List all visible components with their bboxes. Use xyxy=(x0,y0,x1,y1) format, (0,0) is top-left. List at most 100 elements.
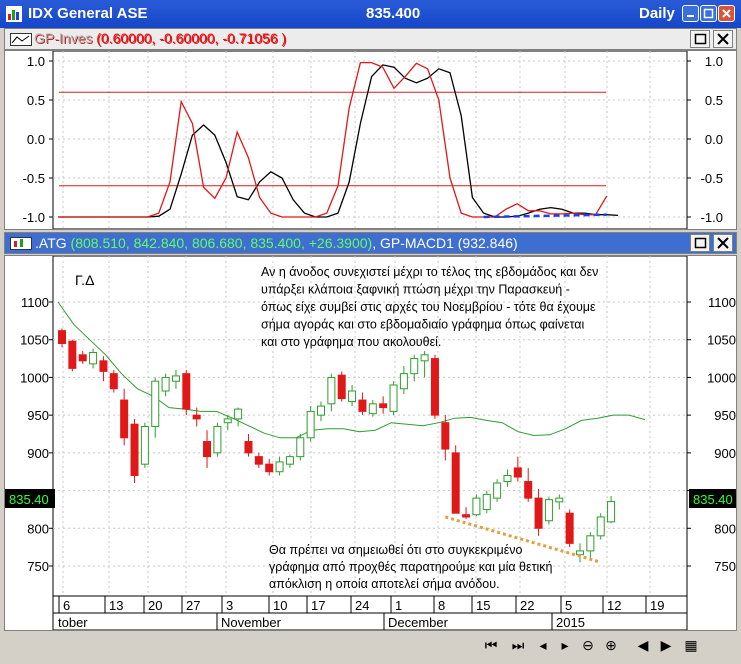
candle-body xyxy=(109,373,118,390)
pane1-maximize-button[interactable] xyxy=(690,30,710,48)
oscillator-name: GP-Inves xyxy=(35,31,94,47)
note-top-line: σήμα αγοράς και στο εβδομαδιαίο γράφημα … xyxy=(261,318,585,332)
candle-body xyxy=(493,482,502,499)
scroll-right-button[interactable]: ▸ xyxy=(561,637,569,653)
forward-button[interactable]: ▶ xyxy=(660,637,672,653)
candle-body xyxy=(68,340,77,369)
window-minimize-button[interactable] xyxy=(682,5,699,22)
candle-body xyxy=(203,441,212,458)
candle-body xyxy=(451,452,460,514)
price-pane-label: .ATG (808.510, 842.840, 806.680, 835.400… xyxy=(35,235,518,251)
price-y-tick-right: 900 xyxy=(714,446,736,461)
pane2-maximize-button[interactable] xyxy=(690,234,710,252)
candle-body xyxy=(151,380,160,427)
oscillator-title-name: GP-Inves xyxy=(34,30,93,46)
last-price-left: 835.40 xyxy=(9,492,49,507)
x-axis-day-label: 15 xyxy=(476,598,490,613)
last-price-left-bg xyxy=(5,489,55,508)
note-top: Αν η άνοδος συνεχιστεί μέχρι το τέλος τη… xyxy=(261,265,598,349)
candle-body xyxy=(182,373,191,410)
instrument-ohlc: (808.510, 842.840, 806.680, 835.400, +26… xyxy=(70,235,373,251)
note-top-line: όπως είχε συμβεί στις αρχές του Νοεμβρίο… xyxy=(261,300,596,314)
candle-body xyxy=(544,499,553,522)
pane2-close-button[interactable] xyxy=(713,234,733,252)
x-axis-month-label: 2015 xyxy=(556,615,585,630)
osc-y-tick-right: -1.0 xyxy=(701,210,723,225)
price-y-tick-right: 750 xyxy=(714,559,736,574)
price-y-tick-left: 950 xyxy=(27,408,49,423)
scroll-first-button[interactable]: ⏮ xyxy=(484,637,498,653)
zoom-out-button[interactable]: ⊖ xyxy=(582,637,594,653)
price-chart: 1100 1050 1000 950 900 800 750 1100 1050 1000 950… xyxy=(5,255,737,631)
candle-body xyxy=(534,497,543,529)
app-chart-icon xyxy=(6,6,22,22)
oscillator-values: (0.60000, -0.60000, -0.71056 ) xyxy=(97,31,288,47)
candle-body xyxy=(524,481,533,499)
pane-icon xyxy=(10,237,32,250)
pane1-close-button[interactable] xyxy=(713,30,733,48)
pane-layout-icon[interactable]: ▦ xyxy=(684,637,698,653)
window-title-bar[interactable]: IDX General ASE 835.400 Daily xyxy=(0,0,741,28)
price-y-tick-right: 800 xyxy=(714,521,736,536)
zoom-in-button[interactable]: ⊕ xyxy=(605,637,617,653)
osc-y-tick-left: -0.5 xyxy=(23,171,45,186)
pane-icon xyxy=(10,33,32,46)
x-axis-day-label: 22 xyxy=(520,598,534,613)
close-icon xyxy=(717,237,729,249)
candle-body xyxy=(120,399,129,439)
x-axis-month-label: November xyxy=(221,615,282,630)
note-top-line: υπάρξει κλάποια ξαφνική πτώση μέχρι την … xyxy=(261,283,570,297)
candle-body xyxy=(607,501,616,523)
candle-body xyxy=(503,474,512,483)
candle-body xyxy=(430,358,439,416)
x-axis-day-label: 13 xyxy=(109,598,123,613)
window-period: Daily xyxy=(639,5,675,22)
candle-body xyxy=(99,360,108,372)
osc-y-tick-left: 0.0 xyxy=(27,132,45,147)
scroll-last-button[interactable]: ⏭ xyxy=(511,637,525,653)
note-bottom-line: απόκλιση η οποία αποτελεί σήμα ανόδου. xyxy=(269,577,500,591)
price-y-tick-left: 900 xyxy=(27,446,49,461)
candle-body xyxy=(78,354,87,362)
candle-body xyxy=(482,493,491,510)
oscillator-title-values: (0.60000, -0.60000, -0.71056 ) xyxy=(96,30,287,46)
note-bottom: Θα πρέπει να σημειωθεί ότι στο συγκεκριμ… xyxy=(269,543,553,591)
candle-body xyxy=(379,403,388,409)
candle-body xyxy=(140,425,149,465)
price-pane[interactable]: 1100 1050 1000 950 900 800 750 1100 1050 1000 950… xyxy=(4,255,737,631)
osc-series-line xyxy=(58,61,608,218)
x-axis-day-label: 10 xyxy=(273,598,287,613)
x-axis-day-label: 17 xyxy=(311,598,325,613)
candle-body xyxy=(234,408,243,420)
scroll-left-button[interactable]: ◂ xyxy=(539,637,547,653)
candle-body xyxy=(399,373,408,390)
last-price-right-bg xyxy=(689,489,737,508)
x-axis-month-label: tober xyxy=(58,615,88,630)
candle-body xyxy=(348,390,357,403)
candle-body xyxy=(472,497,481,516)
candle-body xyxy=(586,535,595,552)
x-axis-day-label: 6 xyxy=(63,598,70,613)
oscillator-pane[interactable]: 1.0 0.5 0.0 -0.5 -1.0 1.0 0.5 0.0 -0.5 -1.0 xyxy=(4,50,737,230)
back-button[interactable]: ◀ xyxy=(637,637,649,653)
osc-y-tick-right: 1.0 xyxy=(705,54,723,69)
osc-y-tick-right: -0.5 xyxy=(701,171,723,186)
candle-body xyxy=(296,437,305,458)
osc-divergence-trendline xyxy=(483,213,607,219)
price-y-tick-right: 950 xyxy=(714,408,736,423)
candle-body xyxy=(596,516,605,537)
window-maximize-button[interactable] xyxy=(700,5,717,22)
window-close-button[interactable] xyxy=(718,5,735,22)
x-axis-day-label: 27 xyxy=(186,598,200,613)
x-axis-day-label: 20 xyxy=(148,598,162,613)
price-y-tick-left: 1100 xyxy=(21,295,49,310)
osc-series-line xyxy=(58,64,619,218)
candle-body xyxy=(265,463,274,473)
x-axis-month-label: December xyxy=(388,615,449,630)
candle-body xyxy=(420,354,429,362)
osc-y-tick-right: 0.0 xyxy=(705,132,723,147)
price-y-tick-left: 1000 xyxy=(20,370,49,385)
price-y-tick-right: 1100 xyxy=(708,295,736,310)
candle-body xyxy=(576,550,584,556)
candle-body xyxy=(285,456,294,465)
